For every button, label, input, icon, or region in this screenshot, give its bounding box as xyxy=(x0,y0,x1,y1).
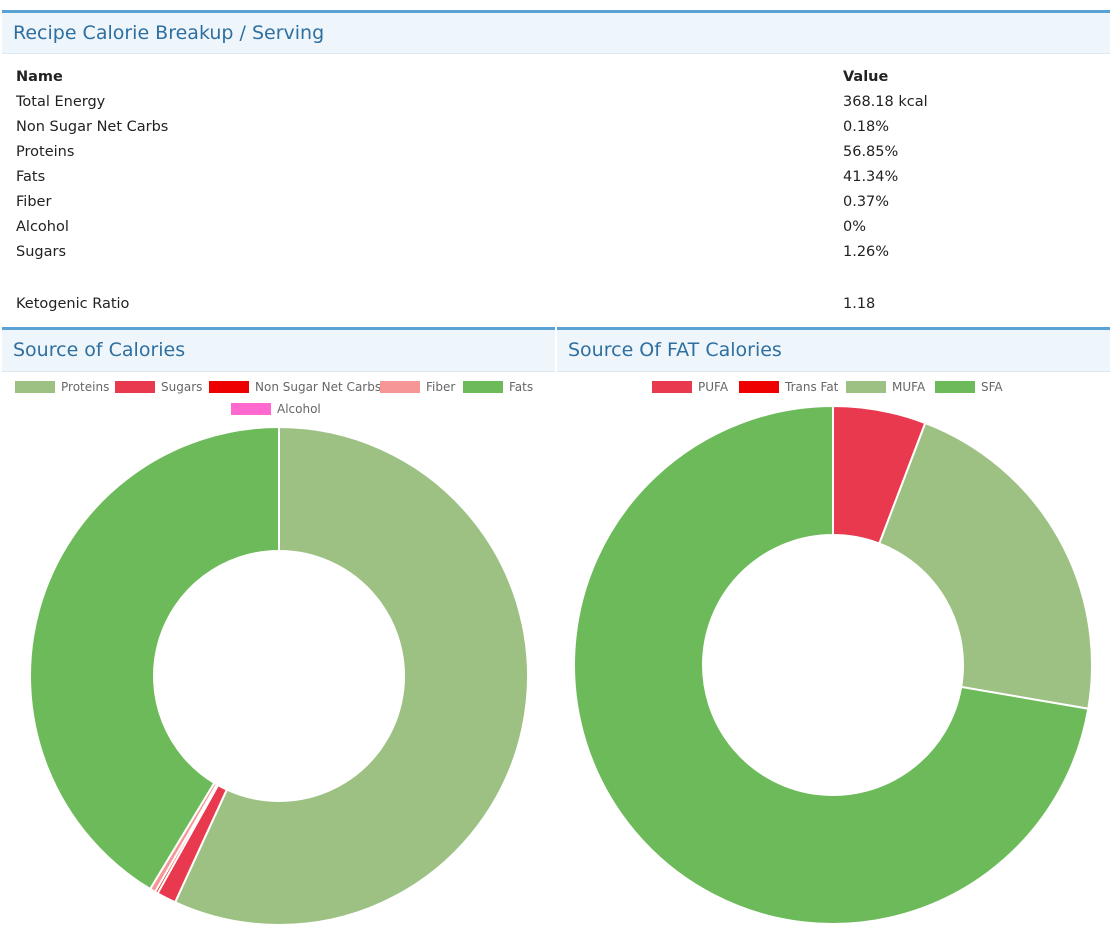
table-row: Fiber 0.37% xyxy=(16,194,1096,219)
legend-label: SFA xyxy=(981,380,1003,394)
row-name: Ketogenic Ratio xyxy=(16,296,130,312)
source-of-calories-donut xyxy=(30,427,528,925)
legend-label: Fats xyxy=(509,380,534,394)
table-row: Alcohol 0% xyxy=(16,219,1096,244)
legend-label: Trans Fat xyxy=(785,380,839,394)
row-value: 1.18 xyxy=(843,296,876,312)
row-value: 0.37% xyxy=(843,194,890,210)
table-header-row: Name Value xyxy=(16,69,1096,94)
legend-label: Fiber xyxy=(426,380,456,394)
slice-proteins[interactable] xyxy=(173,427,528,925)
row-value: 56.85% xyxy=(843,144,899,160)
slice-fats[interactable] xyxy=(30,427,280,891)
calorie-breakup-header: Recipe Calorie Breakup / Serving xyxy=(2,10,1110,54)
calorie-breakup-title: Recipe Calorie Breakup / Serving xyxy=(13,22,325,44)
legend-swatch xyxy=(463,381,503,393)
row-name: Alcohol xyxy=(16,219,69,235)
legend-label: Sugars xyxy=(161,380,203,394)
legend-swatch xyxy=(15,381,55,393)
legend-swatch xyxy=(935,381,975,393)
table-row: Total Energy 368.18 kcal xyxy=(16,94,1096,119)
legend-swatch xyxy=(209,381,249,393)
slice-mufa[interactable] xyxy=(878,421,1092,710)
row-name: Sugars xyxy=(16,244,66,260)
source-of-calories-header: Source of Calories xyxy=(2,327,555,372)
row-name: Total Energy xyxy=(16,94,106,110)
slice-sfa[interactable] xyxy=(574,406,1090,924)
legend-label: Alcohol xyxy=(277,402,321,416)
legend-swatch xyxy=(380,381,420,393)
table-row: Fats 41.34% xyxy=(16,169,1096,194)
legend-label: PUFA xyxy=(698,380,729,394)
legend-label: Non Sugar Net Carbs xyxy=(255,380,382,394)
ketogenic-ratio-row: Ketogenic Ratio 1.18 xyxy=(16,296,1096,321)
row-name: Non Sugar Net Carbs xyxy=(16,119,169,135)
row-value: 368.18 kcal xyxy=(843,94,928,110)
table-row: Sugars 1.26% xyxy=(16,244,1096,269)
legend-label: MUFA xyxy=(892,380,926,394)
legend-label: Proteins xyxy=(61,380,110,394)
legend-swatch xyxy=(115,381,155,393)
row-name: Fats xyxy=(16,169,46,185)
legend-swatch xyxy=(739,381,779,393)
value-column-header: Value xyxy=(843,69,889,85)
legend-swatch xyxy=(231,403,271,415)
row-value: 0% xyxy=(843,219,867,235)
source-of-fat-title: Source Of FAT Calories xyxy=(568,339,782,361)
name-column-header: Name xyxy=(16,69,63,85)
row-value: 41.34% xyxy=(843,169,899,185)
legend-swatch xyxy=(652,381,692,393)
table-row: Non Sugar Net Carbs 0.18% xyxy=(16,119,1096,144)
row-value: 1.26% xyxy=(843,244,890,260)
row-name: Fiber xyxy=(16,194,52,210)
row-value: 0.18% xyxy=(843,119,890,135)
source-of-calories-title: Source of Calories xyxy=(13,339,186,361)
table-row: Proteins 56.85% xyxy=(16,144,1096,169)
source-of-fat-donut xyxy=(574,406,1092,924)
legend-swatch xyxy=(846,381,886,393)
row-name: Proteins xyxy=(16,144,75,160)
source-of-fat-header: Source Of FAT Calories xyxy=(557,327,1110,372)
